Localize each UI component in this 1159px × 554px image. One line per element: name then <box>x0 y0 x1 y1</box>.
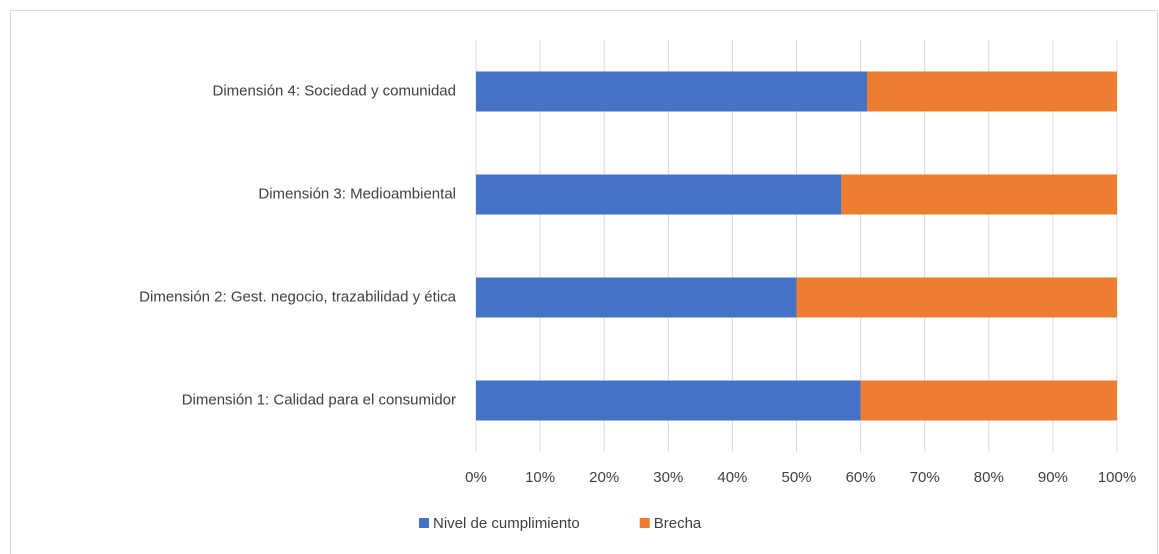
x-tick-label: 20% <box>589 469 619 486</box>
bar <box>796 277 1117 318</box>
y-tick-label: Dimensión 2: Gest. negocio, trazabilidad… <box>139 288 456 305</box>
bar <box>841 174 1117 215</box>
x-tick-label: 60% <box>846 469 876 486</box>
bar <box>867 71 1117 112</box>
x-tick-label: 80% <box>974 469 1004 486</box>
bar <box>860 380 1117 421</box>
legend-label: Brecha <box>654 515 702 532</box>
x-tick-label: 70% <box>910 469 940 486</box>
legend-swatch <box>419 518 429 528</box>
legend-label: Nivel de cumplimiento <box>433 515 580 532</box>
bar <box>476 380 861 421</box>
x-tick-label: 40% <box>717 469 747 486</box>
x-tick-label: 50% <box>781 469 811 486</box>
bar <box>476 174 842 215</box>
x-tick-label: 0% <box>465 469 487 486</box>
x-tick-label: 90% <box>1038 469 1068 486</box>
y-tick-label: Dimensión 1: Calidad para el consumidor <box>182 391 456 408</box>
y-tick-label: Dimensión 4: Sociedad y comunidad <box>213 82 456 99</box>
x-tick-label: 100% <box>1098 469 1136 486</box>
x-tick-label: 30% <box>653 469 683 486</box>
legend-swatch <box>639 518 650 528</box>
bar <box>476 71 868 112</box>
bar <box>476 277 797 318</box>
y-tick-label: Dimensión 3: Medioambiental <box>258 185 456 202</box>
x-tick-label: 10% <box>525 469 555 486</box>
chart-frame <box>10 10 1158 554</box>
